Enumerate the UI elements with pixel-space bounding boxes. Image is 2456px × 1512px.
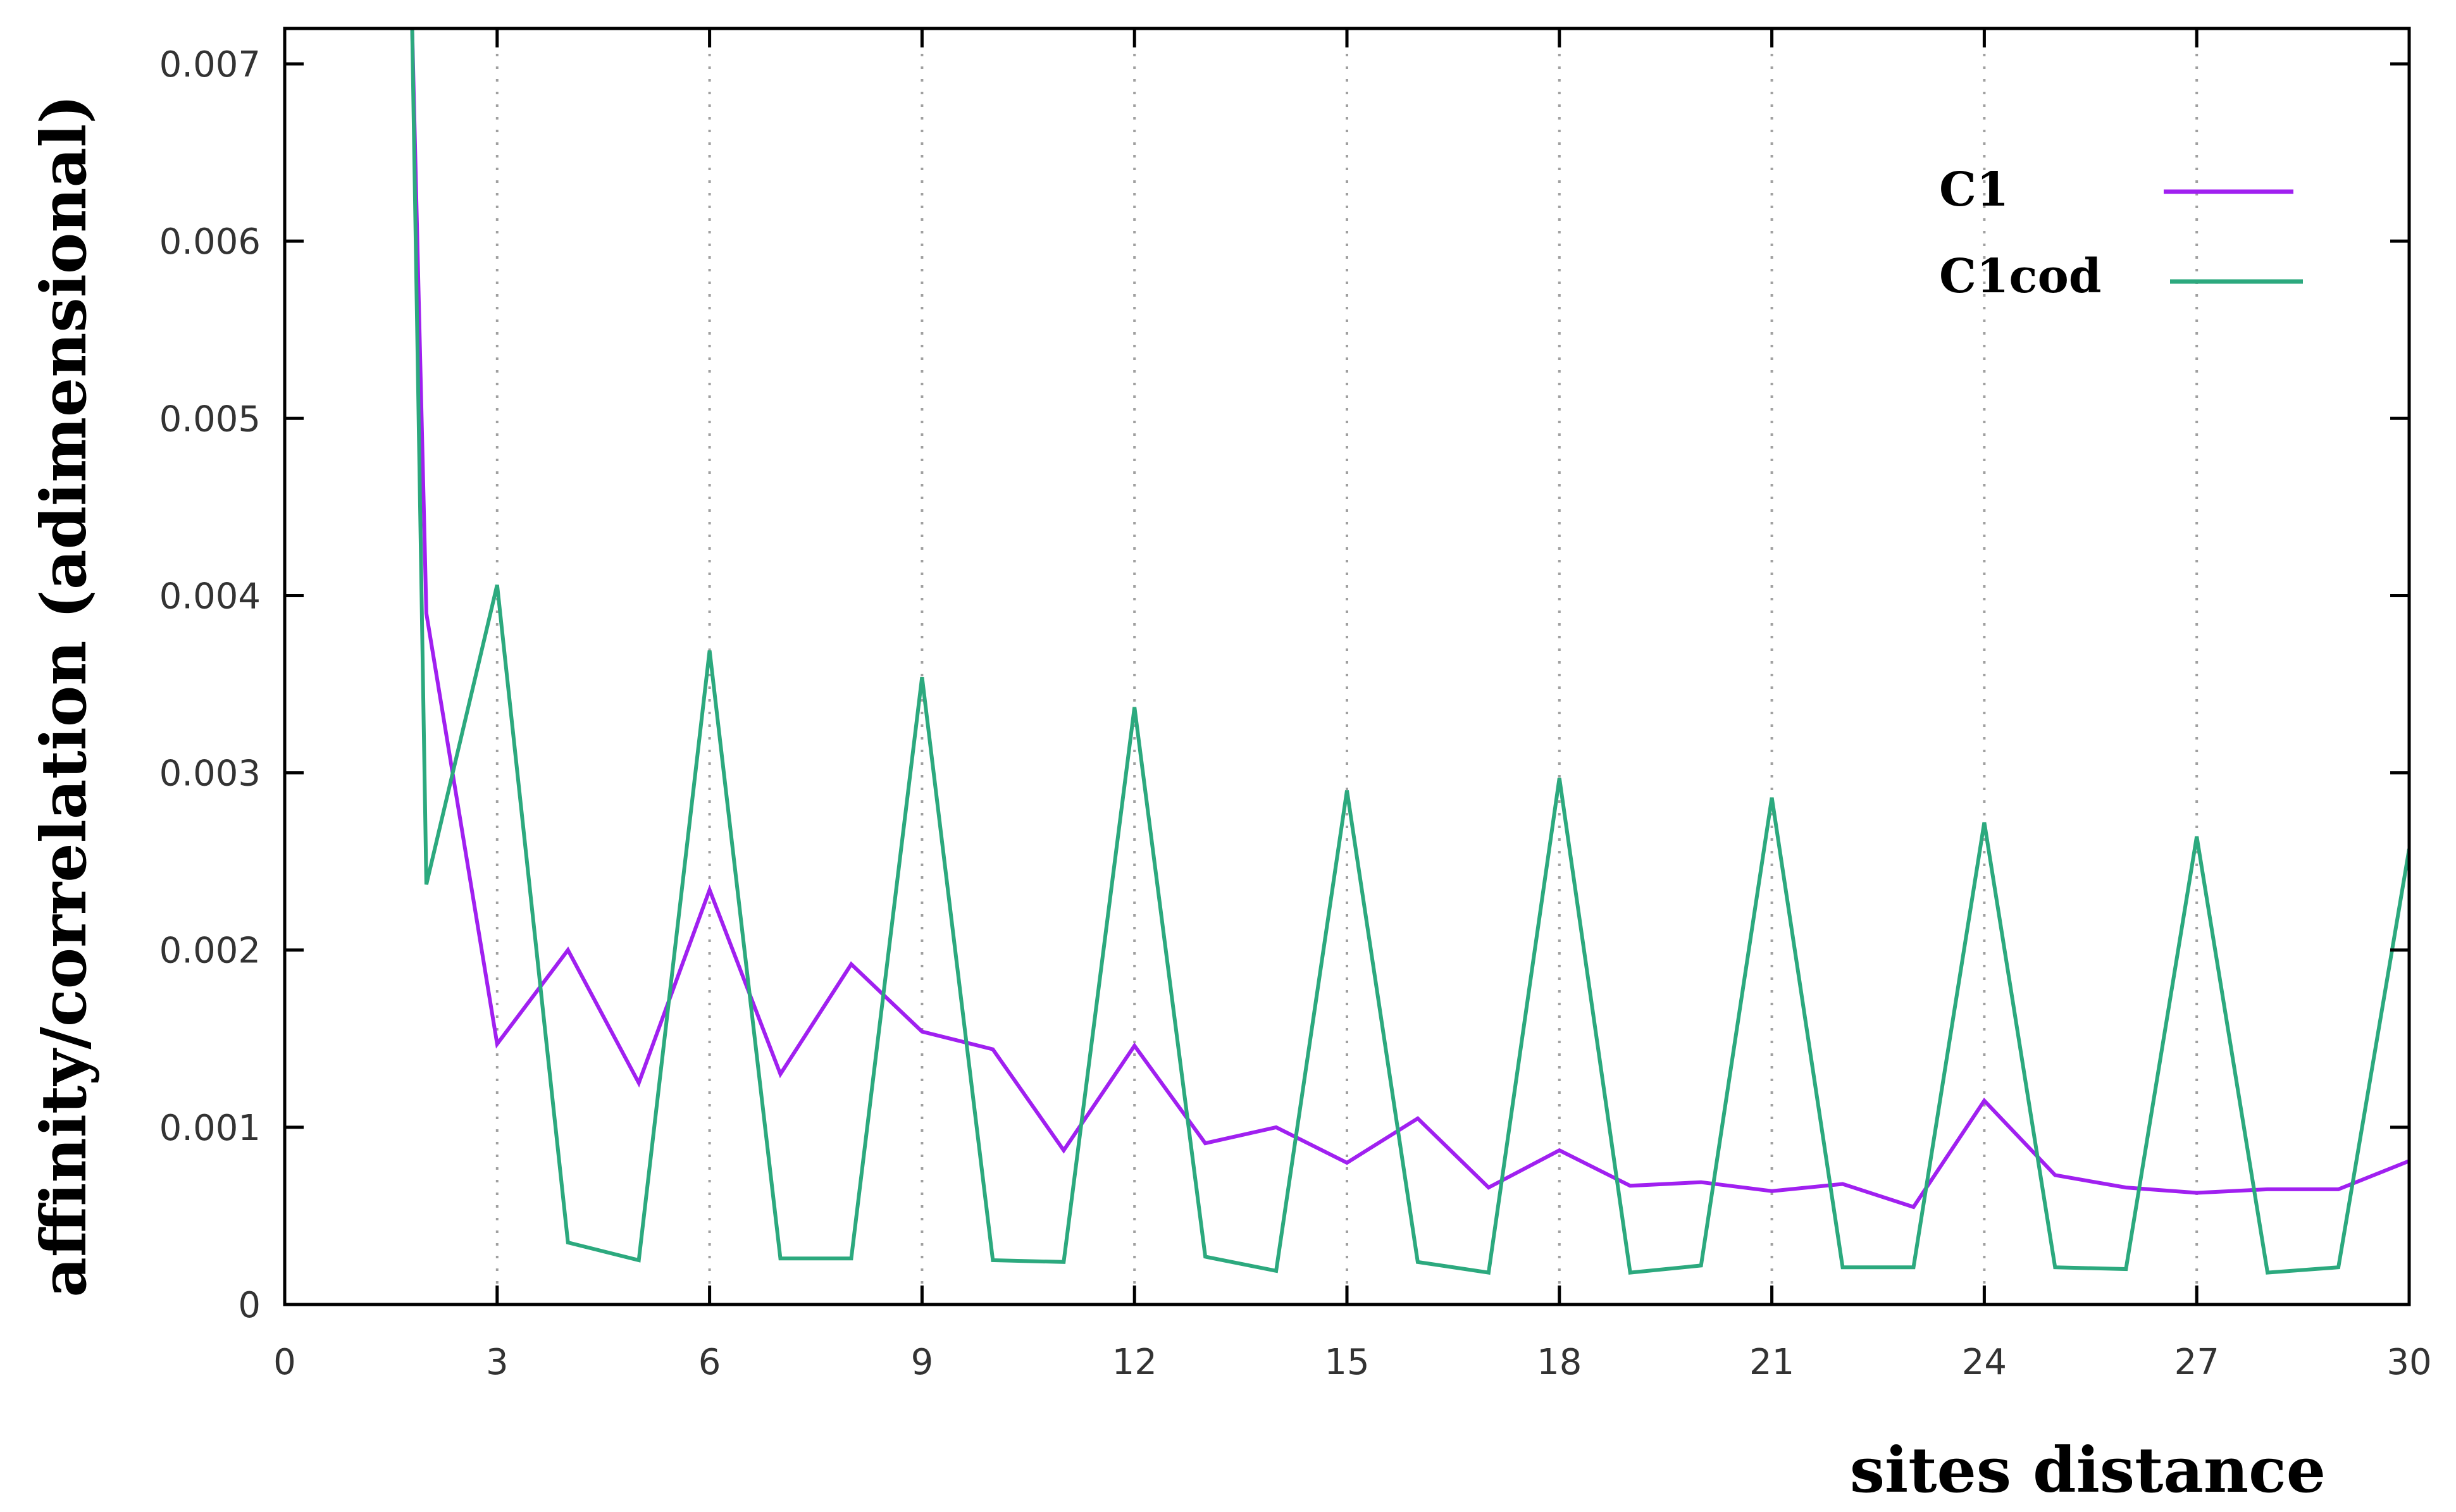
y-tick-label: 0.005 [159, 399, 261, 440]
tick-labels: 0 3 6 9 12 15 18 21 24 27 30 0 0.001 0.002 0.003 0.004 0… [159, 44, 2432, 1383]
x-tick-label: 9 [911, 1342, 934, 1383]
x-tick-label: 6 [698, 1342, 721, 1383]
series-line-c1cod [410, 28, 2409, 1275]
grid-lines [495, 28, 2199, 1304]
legend-label-c1: C1 [1939, 163, 2009, 217]
x-tick-label: 21 [1749, 1342, 1794, 1383]
x-tick-label: 12 [1112, 1342, 1157, 1383]
x-tick-label: 0 [273, 1342, 296, 1383]
x-tick-label: 3 [486, 1342, 509, 1383]
y-tick-label: 0.003 [159, 753, 261, 795]
legend-label-c1cod: C1cod [1939, 249, 2102, 304]
series-lines [410, 28, 2409, 1275]
x-tick-label: 15 [1324, 1342, 1369, 1383]
x-axis-title: sites distance [1850, 1434, 2326, 1507]
y-tick-label: 0.002 [159, 931, 261, 972]
y-tick-label: 0.001 [159, 1108, 261, 1149]
legend: C1 C1cod [1939, 163, 2303, 304]
y-tick-label: 0.004 [159, 576, 261, 617]
x-tick-label: 18 [1537, 1342, 1582, 1383]
x-tick-label: 24 [1962, 1342, 2007, 1383]
series-line-c1 [410, 28, 2409, 1210]
x-tick-label: 27 [2174, 1342, 2219, 1383]
y-tick-label: 0 [238, 1285, 261, 1326]
y-tick-label: 0.007 [159, 44, 261, 85]
y-axis-title: affinity/correlation (adimensional) [28, 94, 101, 1297]
axis-ticks [283, 28, 2411, 1306]
y-tick-label: 0.006 [159, 221, 261, 263]
x-tick-label: 30 [2386, 1342, 2431, 1383]
